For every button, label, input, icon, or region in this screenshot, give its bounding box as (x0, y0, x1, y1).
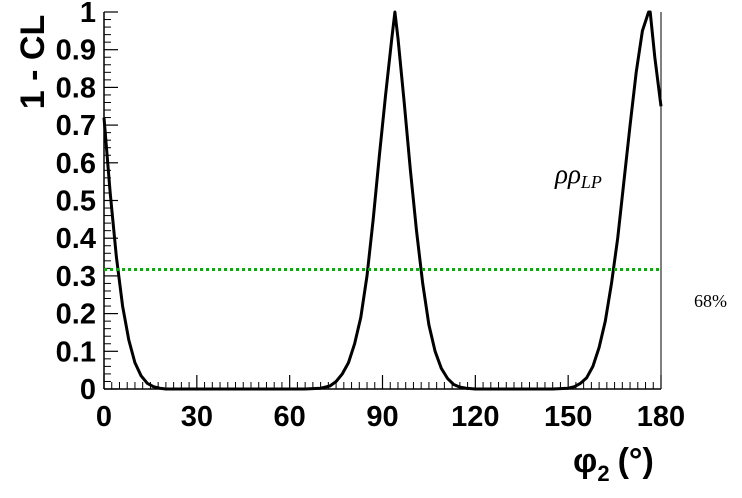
x-axis-title-subscript: 2 (597, 461, 609, 486)
x-tick-label: 0 (96, 401, 112, 433)
annotation-rho-rho-lp: ρρLP (554, 159, 602, 192)
x-tick-label: 60 (274, 401, 306, 433)
y-axis-title: 1 - CL (14, 15, 52, 109)
axis-ticks (103, 11, 662, 390)
plot-frame (103, 12, 662, 390)
y-tick-label: 0.7 (56, 110, 96, 142)
y-tick-label: 0.5 (56, 186, 96, 218)
y-tick-label: 0.6 (56, 148, 96, 180)
x-tick-label: 30 (181, 401, 213, 433)
y-tick-label: 0.1 (56, 336, 96, 368)
annotation-lp-subscript: LP (580, 172, 602, 192)
annotation-rho-rho: ρρ (554, 159, 581, 189)
y-tick-label: 1 (80, 0, 96, 29)
x-axis-title: φ2 (°) (573, 442, 654, 486)
x-axis-title-symbol: φ (573, 442, 597, 480)
x-tick-label: 150 (544, 401, 592, 433)
x-axis-title-unit: (°) (618, 442, 654, 480)
x-tick-label: 90 (366, 401, 398, 433)
y-tick-label: 0.8 (56, 72, 96, 104)
y-tick-label: 0.3 (56, 261, 96, 293)
x-tick-label: 120 (451, 401, 499, 433)
y-tick-label: 0 (80, 374, 96, 406)
series-layer (102, 10, 663, 391)
series-1-minus-cl-curve (102, 10, 663, 391)
y-tick-label: 0.4 (56, 223, 96, 255)
y-tick-label: 0.2 (56, 299, 96, 331)
tick-labels: 0 0.1 0.2 0.3 0.4 0.5 0.6 0.7 0.8 0.9 1 0 30 60 90 120 1… (56, 0, 686, 433)
y-tick-label: 0.9 (56, 35, 96, 67)
x-tick-label: 180 (637, 401, 685, 433)
annotation-68-percent: 68% (694, 291, 727, 311)
